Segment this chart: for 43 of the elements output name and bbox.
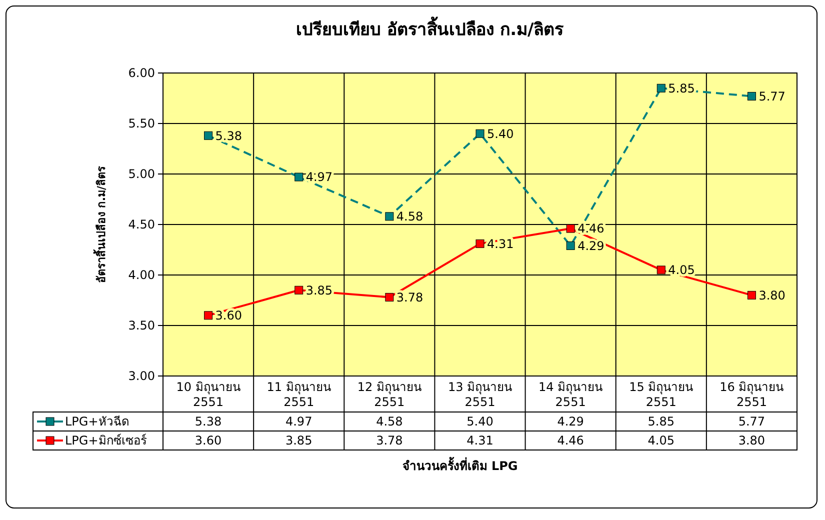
y-axis-title: อัตราสิ้นเปลือง ก.ม/ลิตร — [93, 166, 108, 284]
legend-label: LPG+มิกซ์เซอร์ — [65, 434, 148, 448]
text: 4.05 — [668, 263, 695, 278]
x-tick-label: 12 มิถุนายน 2551 — [357, 380, 422, 409]
legend-label: LPG+หัวฉีด — [65, 414, 130, 429]
data-label: 4.97 — [286, 414, 312, 429]
text: 3.60 — [215, 308, 242, 323]
text: 5.38 — [215, 128, 242, 143]
text: 5.40 — [487, 126, 514, 141]
text: 4.00 — [128, 268, 155, 282]
text: 3.00 — [128, 369, 155, 384]
data-label: 5.85 — [648, 414, 674, 429]
data-label: 4.31 — [466, 434, 494, 448]
x-axis-title: จำนวนครั้งที่เติม LPG — [402, 456, 518, 473]
x-tick-label: 11 มิถุนายน 2551 — [266, 380, 331, 409]
data-label: 5.38 — [194, 414, 222, 429]
text: 4.58 — [396, 210, 424, 224]
data-label: 3.80 — [738, 434, 766, 448]
text: 3.78 — [396, 290, 424, 304]
x-tick-label: 16 มิถุนายน 2551 — [720, 380, 784, 409]
data-label: 4.29 — [557, 414, 584, 429]
text: 4.50 — [128, 218, 155, 232]
data-label: 3.85 — [286, 434, 312, 448]
data-label: 4.58 — [376, 414, 403, 429]
data-label: 3.60 — [194, 434, 222, 448]
text: 4.29 — [578, 238, 604, 253]
data-label: 5.77 — [738, 414, 766, 429]
text: 5.77 — [758, 89, 786, 104]
x-tick-label: 15 มิถุนายน 2551 — [629, 380, 694, 409]
data-label: 4.46 — [557, 434, 584, 448]
x-tick-label: 14 มิถุนายน 2551 — [538, 380, 603, 409]
data-label: 3.78 — [376, 434, 403, 448]
text: 5.00 — [128, 167, 155, 182]
x-tick-label: 13 มิถุนายน 2551 — [448, 380, 512, 409]
x-tick-label: 10 มิถุนายน 2551 — [176, 380, 240, 409]
text: 5.50 — [128, 116, 155, 131]
text: 4.31 — [487, 236, 514, 251]
text: 3.80 — [758, 288, 786, 302]
data-label: 5.40 — [466, 414, 494, 429]
text: 6.00 — [128, 66, 155, 80]
data-label: 4.05 — [648, 434, 674, 448]
text: 3.50 — [128, 318, 155, 333]
chart-title: เปรียบเทียบ อัตราสิ้นเปลือง ก.ม/ลิตร — [296, 16, 565, 40]
